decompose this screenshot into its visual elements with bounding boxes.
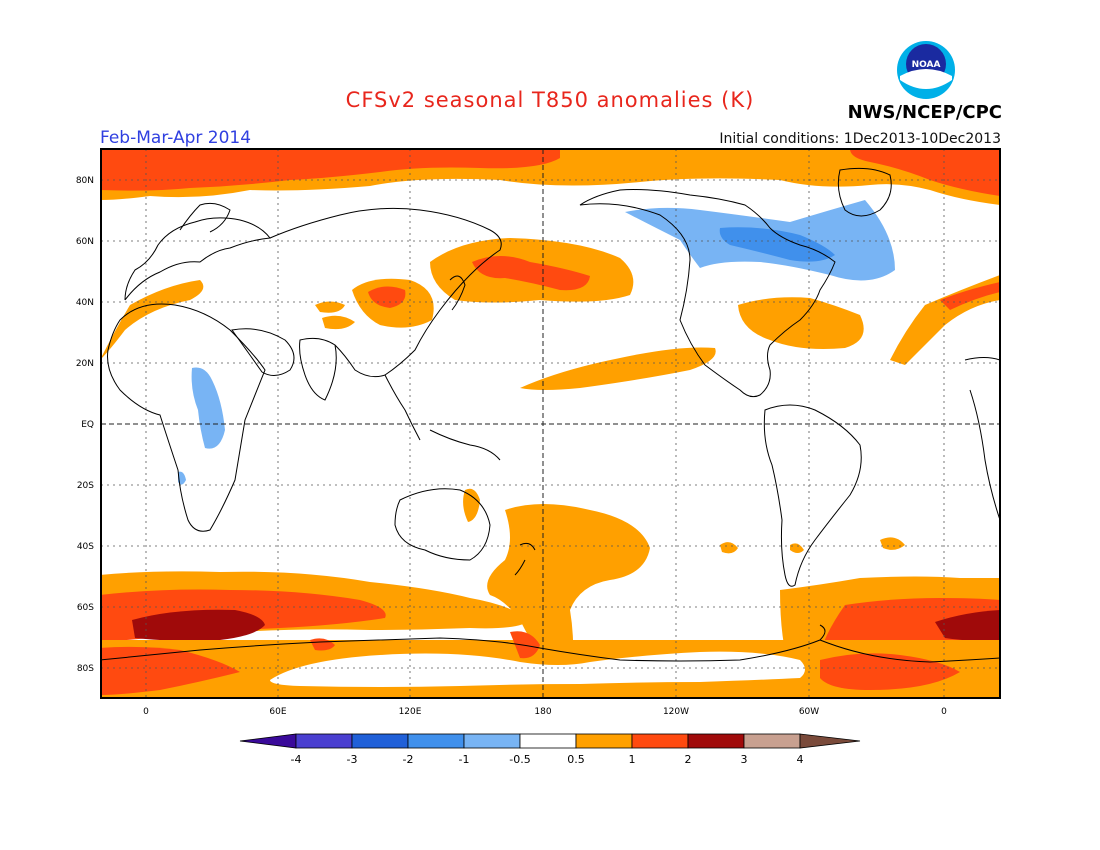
chart-title: CFSv2 seasonal T850 anomalies (K) bbox=[345, 88, 755, 112]
coast-arabia bbox=[231, 328, 295, 376]
legend-swatch-1 bbox=[295, 733, 353, 749]
npac-hot bbox=[472, 256, 590, 291]
color-legend bbox=[239, 733, 861, 749]
southern-darkred bbox=[132, 609, 265, 641]
legend-label-3: 3 bbox=[741, 753, 748, 766]
lat-label-80n: 80N bbox=[76, 176, 94, 186]
coast-africa bbox=[107, 303, 266, 532]
lon-labels: 0 60E 120E 180 120W 60W 0 bbox=[143, 707, 947, 717]
legend-label-m05: -0.5 bbox=[509, 753, 530, 766]
mideast-warm bbox=[315, 301, 345, 313]
subtrop-pac-warm bbox=[520, 347, 716, 390]
lat-label-40s: 40S bbox=[77, 542, 94, 552]
legend-label-2: 2 bbox=[685, 753, 692, 766]
coastlines bbox=[101, 167, 1000, 663]
southern-darkred-east bbox=[935, 610, 1000, 641]
coast-nz bbox=[514, 542, 536, 576]
lat-label-60s: 60S bbox=[77, 603, 94, 613]
lat-label-60n: 60N bbox=[76, 237, 94, 247]
legend-swatch-7 bbox=[631, 733, 689, 749]
legend-swatch-below-min bbox=[239, 733, 297, 749]
africa-cool bbox=[191, 367, 225, 449]
legend-swatch-8 bbox=[687, 733, 745, 749]
lon-label-120w: 120W bbox=[663, 707, 689, 717]
legend-swatch-3 bbox=[407, 733, 465, 749]
lat-label-20n: 20N bbox=[76, 359, 94, 369]
arctic-hot-core-east bbox=[850, 149, 1000, 196]
antarctic-hot-3 bbox=[510, 631, 540, 659]
antarctic-hot-east bbox=[820, 653, 960, 690]
legend-swatch-9 bbox=[743, 733, 801, 749]
agency-label: NWS/NCEP/CPC bbox=[847, 102, 1002, 123]
legend-labels: -4 -3 -2 -1 -0.5 0.5 1 2 3 4 bbox=[291, 753, 804, 766]
lat-label-eq: EQ bbox=[81, 420, 94, 430]
africa-cool-2 bbox=[178, 471, 186, 485]
coast-australia bbox=[394, 488, 491, 561]
legend-label-05: 0.5 bbox=[567, 753, 585, 766]
coast-europe bbox=[124, 217, 271, 301]
nz-warm bbox=[515, 536, 550, 562]
coast-antarctica bbox=[101, 624, 1000, 663]
coast-japan bbox=[449, 275, 466, 311]
legend-swatch-2 bbox=[351, 733, 409, 749]
iran-warm bbox=[322, 315, 355, 330]
coast-africa-east bbox=[964, 357, 1000, 521]
anomaly-fields bbox=[101, 149, 1000, 698]
coast-scandinavia bbox=[179, 202, 231, 233]
gridlines bbox=[101, 149, 1000, 698]
lon-label-0: 0 bbox=[143, 707, 149, 717]
lon-label-120e: 120E bbox=[399, 707, 422, 717]
noaa-logo-text: NOAA bbox=[912, 60, 941, 70]
sam-warm bbox=[720, 542, 738, 554]
lat-labels: 80N 60N 40N 20N EQ 20S 40S 60S 80S bbox=[76, 176, 94, 674]
legend-label-m4: -4 bbox=[291, 753, 302, 766]
sam-warm-2 bbox=[790, 543, 804, 553]
legend-label-m1: -1 bbox=[459, 753, 470, 766]
legend-swatch-4 bbox=[463, 733, 521, 749]
legend-swatch-5 bbox=[519, 733, 577, 749]
canada-cooler bbox=[719, 227, 835, 262]
satl-warm bbox=[880, 537, 905, 550]
lon-label-180: 180 bbox=[534, 707, 551, 717]
aus-warm bbox=[463, 488, 480, 522]
antarctic-hot bbox=[101, 646, 240, 695]
forecast-period: Feb-Mar-Apr 2014 bbox=[100, 128, 252, 148]
coast-north-america bbox=[579, 189, 836, 398]
lon-label-60w: 60W bbox=[799, 707, 819, 717]
coast-asia bbox=[269, 207, 502, 378]
europe-hot-east bbox=[940, 282, 1000, 310]
coast-seasia bbox=[384, 374, 501, 461]
lon-label-60e: 60E bbox=[269, 707, 286, 717]
legend-label-4: 4 bbox=[797, 753, 804, 766]
legend-label-m2: -2 bbox=[403, 753, 414, 766]
europe-warm bbox=[101, 280, 204, 359]
lon-label-0-east: 0 bbox=[941, 707, 947, 717]
legend-label-1: 1 bbox=[629, 753, 636, 766]
natl-warm bbox=[738, 297, 864, 349]
noaa-logo: NOAA bbox=[896, 40, 956, 100]
legend-label-m3: -3 bbox=[347, 753, 358, 766]
lat-label-80s: 80S bbox=[77, 664, 94, 674]
equator-dateline bbox=[101, 149, 1000, 698]
coast-greenland bbox=[837, 167, 892, 217]
china-hot bbox=[368, 286, 406, 308]
lat-label-40n: 40N bbox=[76, 298, 94, 308]
legend-swatch-6 bbox=[575, 733, 633, 749]
legend-swatch-above-max bbox=[799, 733, 861, 749]
lat-label-20s: 20S bbox=[77, 481, 94, 491]
coast-india bbox=[299, 337, 337, 401]
coast-south-america bbox=[763, 404, 862, 587]
initial-conditions: Initial conditions: 1Dec2013-10Dec2013 bbox=[719, 131, 1001, 147]
map-frame bbox=[100, 148, 1001, 699]
